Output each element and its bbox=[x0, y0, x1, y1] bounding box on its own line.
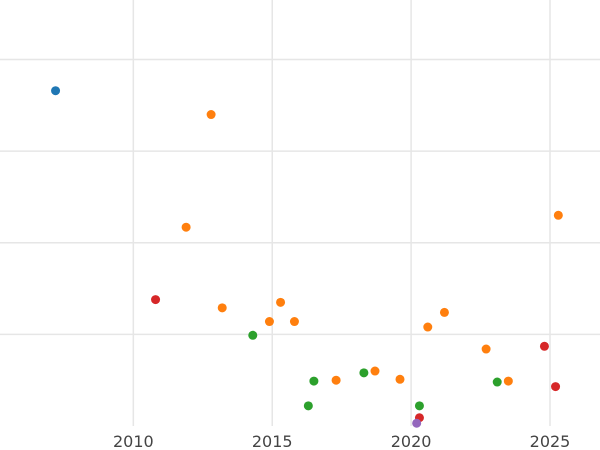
x-tick-label-3: 2025 bbox=[530, 432, 571, 450]
data-point-17 bbox=[370, 366, 380, 376]
data-point-3 bbox=[553, 210, 563, 220]
data-point-7 bbox=[264, 317, 274, 327]
data-point-2 bbox=[181, 222, 191, 232]
data-point-22 bbox=[303, 401, 313, 411]
x-axis-tick-labels: 2010 2015 2020 2025 bbox=[113, 432, 570, 450]
data-point-9 bbox=[248, 330, 258, 340]
data-point-25 bbox=[412, 418, 422, 428]
x-tick-label-0: 2010 bbox=[113, 432, 154, 450]
data-point-11 bbox=[423, 322, 433, 332]
data-point-0 bbox=[51, 86, 61, 96]
data-point-1 bbox=[206, 110, 216, 120]
data-point-8 bbox=[289, 317, 299, 327]
data-point-13 bbox=[539, 341, 549, 351]
data-point-19 bbox=[492, 377, 502, 387]
data-point-5 bbox=[217, 303, 227, 313]
x-tick-label-2: 2020 bbox=[391, 432, 432, 450]
data-point-20 bbox=[503, 376, 513, 386]
data-point-14 bbox=[309, 376, 319, 386]
data-point-4 bbox=[151, 295, 161, 305]
data-point-12 bbox=[481, 344, 491, 354]
grid bbox=[0, 0, 600, 426]
data-point-6 bbox=[276, 297, 286, 307]
data-point-15 bbox=[331, 375, 341, 385]
x-tick-label-1: 2015 bbox=[252, 432, 293, 450]
data-point-23 bbox=[414, 401, 424, 411]
data-point-16 bbox=[359, 368, 369, 378]
data-points bbox=[51, 86, 563, 428]
data-point-18 bbox=[395, 374, 405, 384]
data-point-21 bbox=[551, 382, 561, 392]
data-point-10 bbox=[439, 307, 449, 317]
